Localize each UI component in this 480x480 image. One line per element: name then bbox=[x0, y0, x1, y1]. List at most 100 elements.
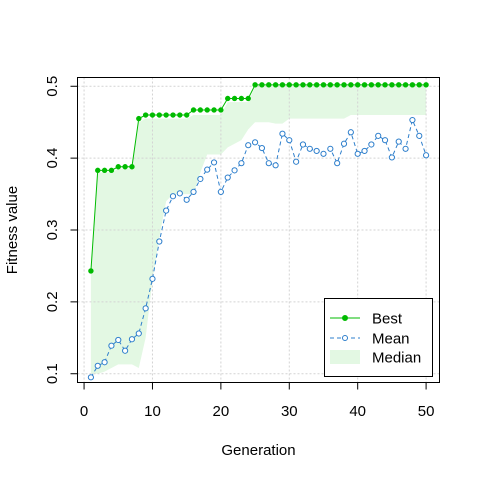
best-point bbox=[279, 82, 286, 88]
best-point bbox=[177, 112, 183, 118]
mean-point bbox=[334, 160, 341, 167]
y-tick-label: 0.4 bbox=[44, 148, 61, 169]
best-point bbox=[259, 82, 265, 88]
best-point bbox=[211, 107, 217, 113]
mean-point bbox=[245, 142, 252, 149]
best-point bbox=[300, 82, 306, 88]
x-tick-label: 30 bbox=[281, 403, 298, 420]
mean-series-layer bbox=[87, 116, 430, 381]
y-tick-label: 0.2 bbox=[44, 291, 61, 312]
mean-point bbox=[375, 132, 382, 139]
best-point bbox=[313, 82, 320, 88]
best-point bbox=[409, 82, 416, 88]
best-point bbox=[389, 82, 395, 88]
best-point bbox=[156, 112, 163, 118]
best-point bbox=[272, 82, 279, 88]
mean-point bbox=[340, 140, 348, 147]
mean-point bbox=[416, 132, 423, 139]
mean-point bbox=[115, 336, 122, 344]
y-axis-title: Fitness value bbox=[4, 186, 21, 274]
best-point bbox=[286, 82, 292, 88]
best-point bbox=[348, 82, 354, 88]
best-point bbox=[108, 167, 115, 174]
x-axis: 0 10 20 30 40 50 bbox=[80, 382, 435, 420]
best-point bbox=[368, 82, 375, 88]
best-point bbox=[163, 112, 169, 118]
legend-best-marker bbox=[342, 315, 348, 321]
x-axis-title: Generation bbox=[221, 442, 295, 459]
best-point bbox=[423, 82, 429, 88]
best-point bbox=[416, 82, 422, 88]
best-point bbox=[88, 268, 94, 274]
best-point bbox=[320, 82, 327, 88]
mean-point bbox=[327, 145, 334, 152]
best-point bbox=[101, 167, 108, 174]
legend-mean-marker bbox=[342, 335, 348, 341]
best-point bbox=[354, 82, 361, 88]
mean-point bbox=[87, 374, 95, 381]
mean-point bbox=[204, 166, 211, 173]
best-point bbox=[115, 164, 121, 170]
mean-point bbox=[149, 275, 156, 282]
mean-point bbox=[210, 159, 218, 166]
legend-median-swatch bbox=[330, 350, 360, 364]
y-tick-label: 0.1 bbox=[44, 363, 61, 384]
mean-point bbox=[238, 160, 245, 167]
legend-mean-label: Mean bbox=[372, 331, 410, 348]
legend-median-label: Median bbox=[372, 350, 421, 367]
mean-point bbox=[94, 362, 101, 369]
mean-point bbox=[128, 336, 136, 343]
best-point bbox=[136, 115, 142, 122]
best-point bbox=[341, 82, 347, 88]
mean-point bbox=[101, 359, 108, 366]
mean-point bbox=[320, 150, 327, 157]
x-tick-label: 40 bbox=[349, 403, 366, 420]
best-point bbox=[293, 82, 299, 88]
mean-point bbox=[231, 167, 238, 174]
mean-point bbox=[299, 141, 307, 148]
best-point bbox=[252, 82, 258, 88]
mean-point bbox=[368, 141, 375, 148]
best-point bbox=[382, 82, 388, 88]
best-point bbox=[266, 82, 272, 88]
mean-point bbox=[422, 152, 430, 159]
best-point bbox=[122, 164, 128, 170]
best-point bbox=[361, 82, 368, 88]
y-tick-label: 0.3 bbox=[44, 220, 61, 241]
mean-point bbox=[217, 188, 224, 196]
best-point bbox=[307, 82, 313, 88]
mean-point bbox=[361, 147, 368, 155]
mean-point bbox=[135, 330, 142, 337]
mean-point bbox=[258, 144, 266, 152]
legend-best-label: Best bbox=[372, 311, 403, 328]
x-tick-label: 50 bbox=[418, 403, 435, 420]
mean-point bbox=[224, 174, 231, 181]
best-point bbox=[375, 82, 381, 88]
mean-point bbox=[122, 347, 129, 354]
best-point bbox=[197, 107, 204, 113]
legend: Best Mean Median bbox=[324, 298, 433, 377]
best-point bbox=[238, 95, 245, 102]
mean-point bbox=[169, 193, 177, 200]
mean-line bbox=[90, 118, 427, 378]
mean-point bbox=[306, 145, 313, 152]
y-tick-label: 0.5 bbox=[44, 76, 61, 97]
mean-point bbox=[402, 145, 409, 152]
mean-point bbox=[176, 190, 183, 197]
mean-point bbox=[190, 188, 197, 196]
best-point bbox=[95, 167, 101, 174]
best-point bbox=[245, 95, 251, 102]
best-point bbox=[231, 95, 238, 102]
y-axis: 0.1 0.2 0.3 0.4 0.5 bbox=[44, 76, 78, 384]
best-point bbox=[190, 107, 197, 113]
mean-point bbox=[347, 129, 354, 136]
best-point bbox=[142, 112, 149, 118]
mean-point bbox=[265, 160, 272, 167]
best-point bbox=[402, 82, 409, 88]
mean-point bbox=[286, 137, 293, 144]
best-point bbox=[225, 95, 231, 102]
best-point bbox=[396, 82, 402, 88]
best-point bbox=[327, 82, 334, 88]
